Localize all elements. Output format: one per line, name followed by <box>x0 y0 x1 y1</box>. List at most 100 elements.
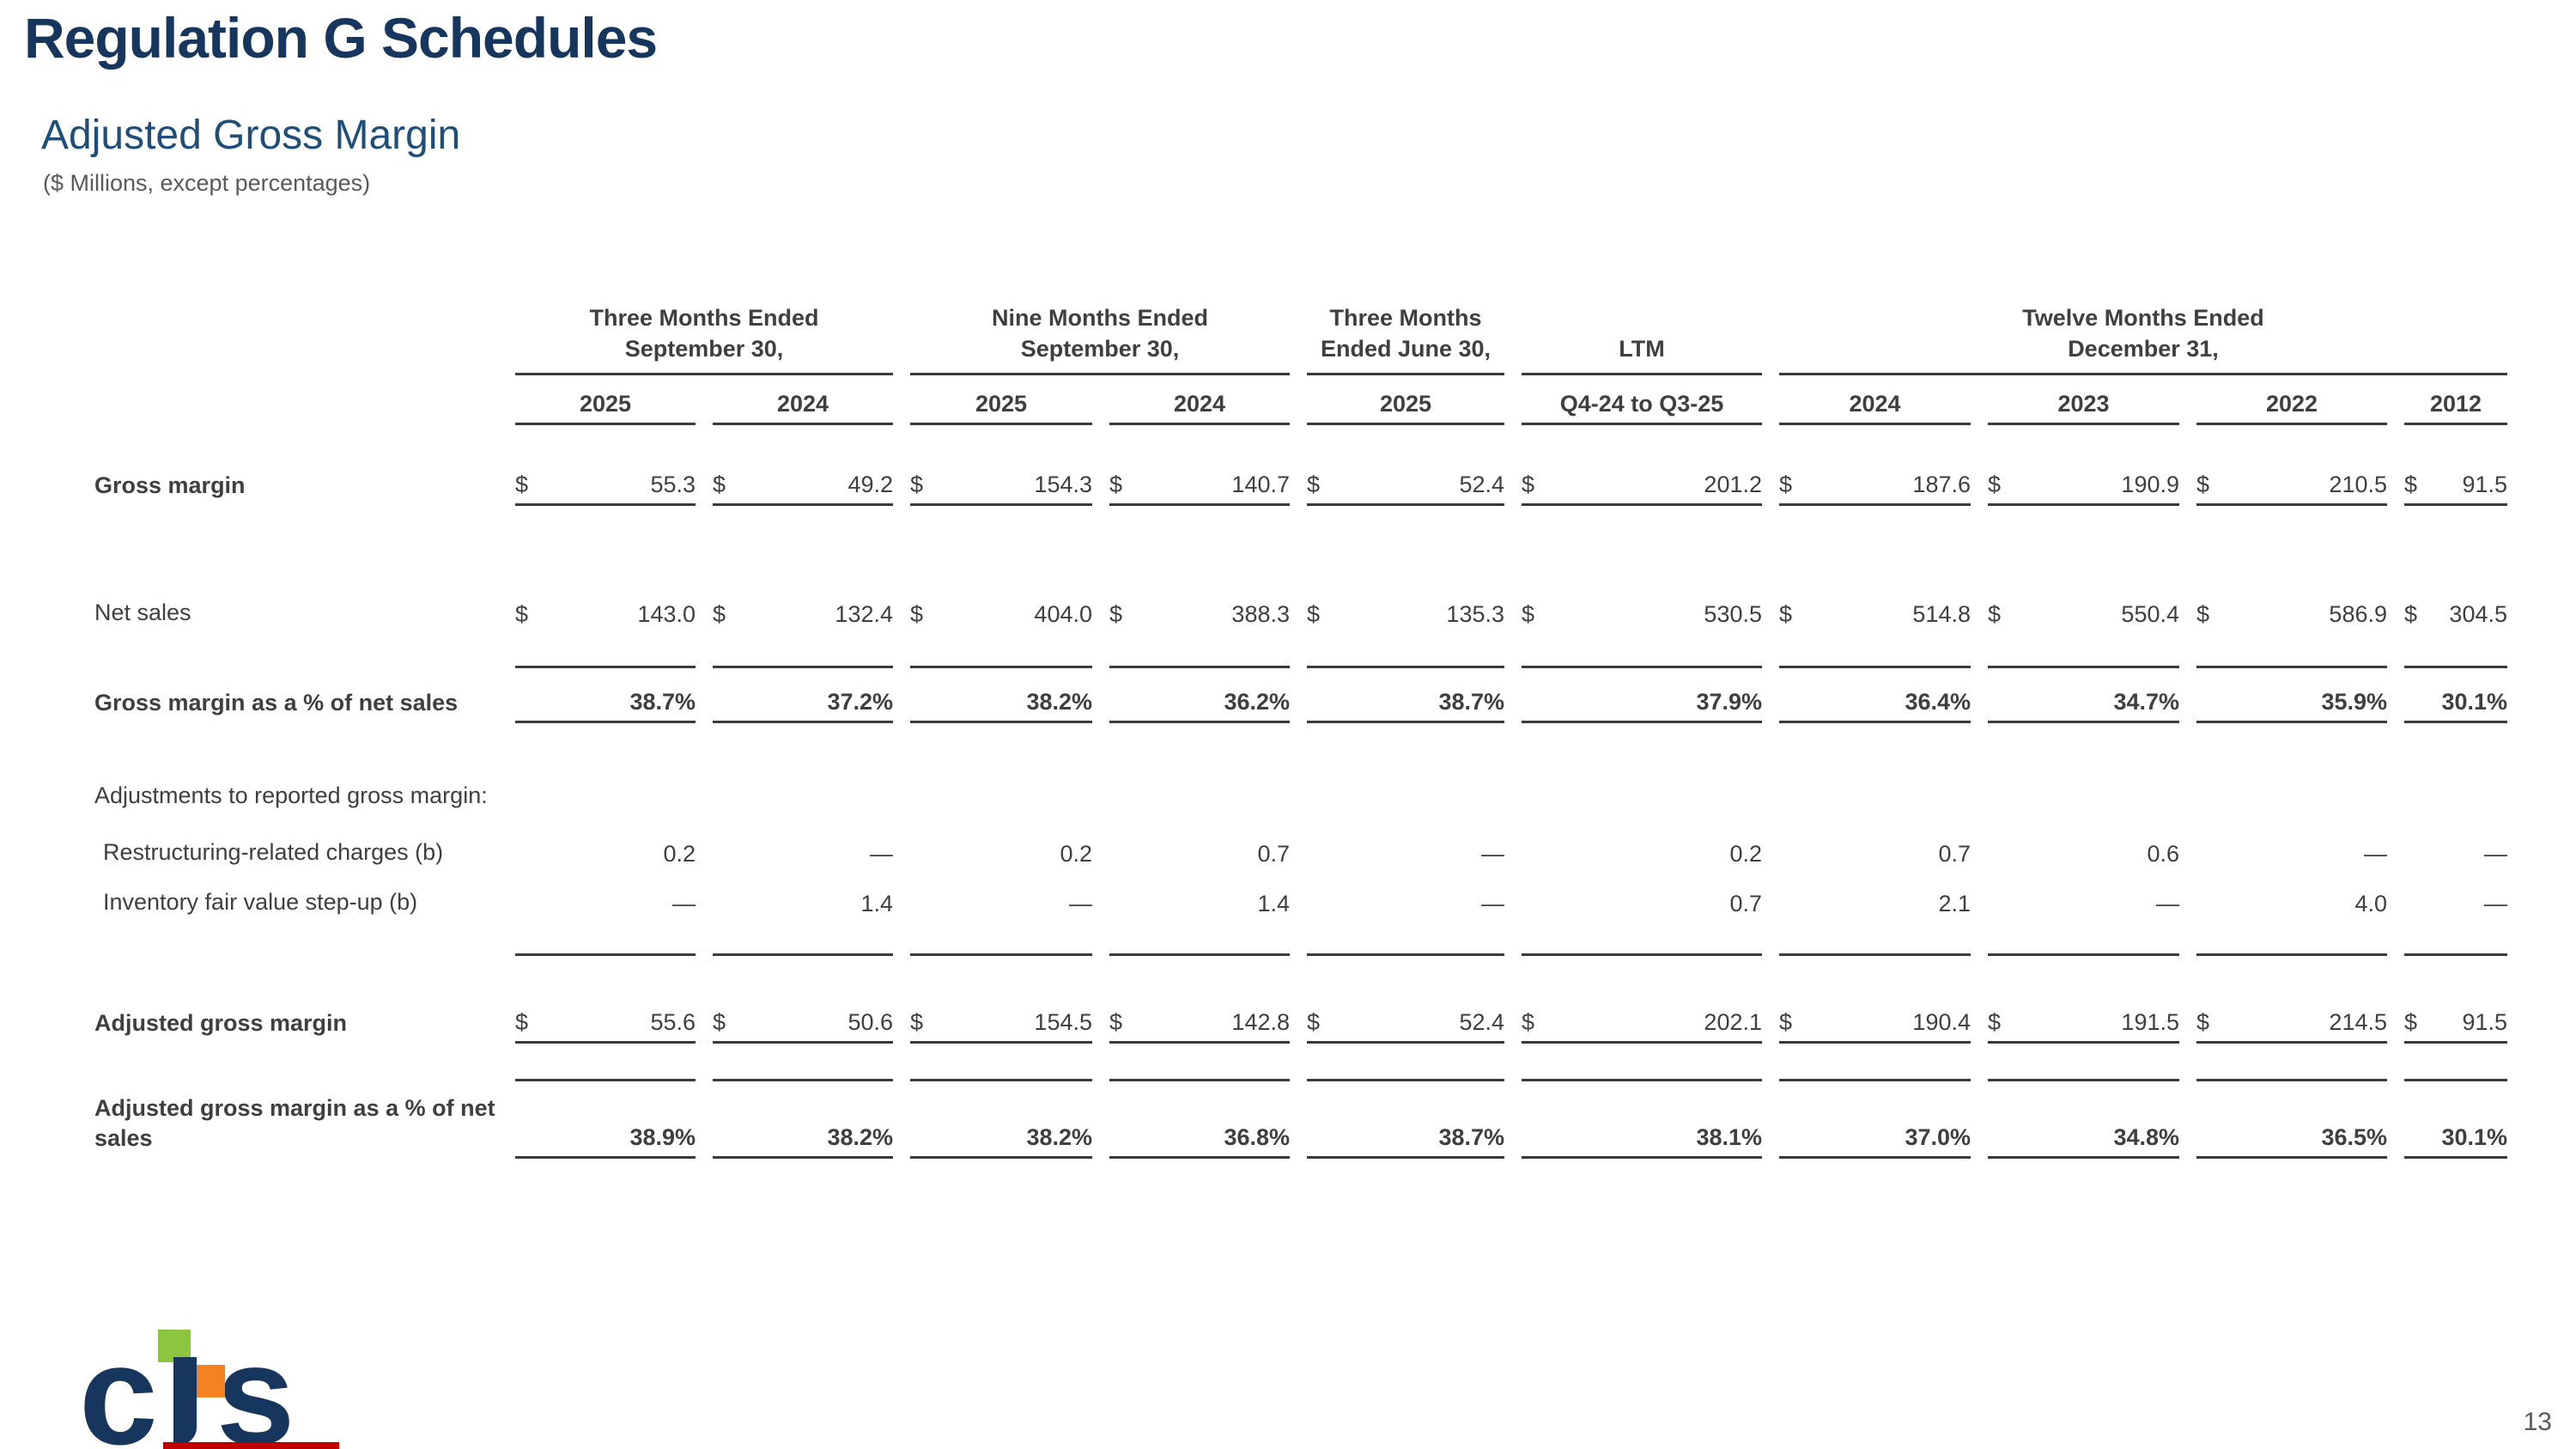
cell-value: 191.5 <box>2121 1008 2179 1035</box>
cell-value: — <box>1481 840 1504 867</box>
dollar-sign: $ <box>515 1008 529 1035</box>
cell-value: 52.4 <box>1459 1008 1504 1035</box>
value-cell: $55.6 <box>507 1009 704 1044</box>
value-cell: $550.4 <box>1979 601 2188 633</box>
cell-value: 36.4% <box>1905 688 1971 715</box>
value-cell: 0.7 <box>1771 841 1979 873</box>
group-header-0: Three Months Ended September 30, <box>507 302 902 375</box>
rule-cell <box>1979 953 2188 956</box>
year-header: 2025 <box>1298 391 1513 425</box>
row-adjustments-header: Adjustments to reported gross margin: <box>86 778 2524 816</box>
year-header: Q4-24 to Q3-25 <box>1513 391 1771 425</box>
value-cell: $55.3 <box>507 472 704 506</box>
cell-value: 91.5 <box>2462 1008 2507 1035</box>
cell-value: 37.0% <box>1905 1124 1971 1151</box>
cell-value: 0.6 <box>2147 840 2179 867</box>
cell-value: — <box>870 840 893 867</box>
year-header: 2023 <box>1979 391 2188 425</box>
value-cell: — <box>1298 841 1513 873</box>
value-cell: 30.1% <box>2396 1124 2516 1160</box>
value-cell: 1.4 <box>1101 891 1298 922</box>
cell-value: 214.5 <box>2329 1008 2387 1035</box>
cell-value: 550.4 <box>2121 600 2179 627</box>
value-cell: 34.8% <box>1979 1124 2188 1160</box>
value-cell: $514.8 <box>1771 601 1979 633</box>
cell-value: 0.7 <box>1257 840 1290 867</box>
cell-value: 38.2% <box>827 1124 893 1151</box>
group-header-1: Nine Months Ended September 30, <box>902 302 1298 375</box>
value-cell: 38.9% <box>507 1124 704 1160</box>
value-cell: — <box>1298 891 1513 922</box>
year-header: 2012 <box>2396 391 2516 425</box>
rule-cell <box>1298 1078 1513 1081</box>
page-number: 13 <box>2523 1408 2552 1436</box>
value-cell: $154.5 <box>902 1009 1101 1044</box>
rule-cell <box>2396 953 2516 956</box>
value-cell: — <box>2188 841 2396 873</box>
cell-value: — <box>1069 890 1092 916</box>
cell-value: 38.2% <box>1026 688 1092 715</box>
dollar-sign: $ <box>1109 600 1123 627</box>
dollar-sign: $ <box>2196 600 2210 627</box>
row-label: Gross margin <box>94 472 246 498</box>
value-cell: $191.5 <box>1979 1009 2188 1044</box>
value-cell: $49.2 <box>704 472 902 506</box>
row-gross-margin: Gross margin $55.3 $49.2 $154.3 $140.7 $52.4 $… <box>86 461 2524 506</box>
rule-cell <box>2188 665 2396 668</box>
cell-value: 2.1 <box>1938 890 1971 916</box>
cell-value: 4.0 <box>2354 890 2387 916</box>
cell-value: 38.1% <box>1696 1124 1762 1151</box>
group-header-line: December 31, <box>2068 336 2219 362</box>
rule-cell <box>1771 953 1979 956</box>
row-label <box>86 1076 507 1081</box>
year-header: 2024 <box>1101 391 1298 425</box>
dollar-sign: $ <box>2404 1008 2418 1035</box>
rule-cell <box>704 1078 902 1081</box>
cell-value: 142.8 <box>1231 1008 1290 1035</box>
dollar-sign: $ <box>1779 1008 1793 1035</box>
rule-cell <box>507 665 704 668</box>
value-cell: $135.3 <box>1298 601 1513 633</box>
cell-value: 143.0 <box>637 600 696 627</box>
value-cell: $154.3 <box>902 472 1101 506</box>
value-cell: 37.0% <box>1771 1124 1979 1160</box>
rule-cell <box>1101 665 1298 668</box>
cell-value: — <box>2484 840 2507 867</box>
value-cell: 0.6 <box>1979 841 2188 873</box>
cell-value: — <box>2484 890 2507 916</box>
rule-cell <box>704 953 902 956</box>
value-cell: $586.9 <box>2188 601 2396 633</box>
dollar-sign: $ <box>1522 471 1535 497</box>
group-header-line: Twelve Months Ended <box>2022 305 2264 331</box>
logo-t-mark <box>157 1330 225 1446</box>
cell-value: 304.5 <box>2449 600 2507 627</box>
row-lines-2 <box>86 951 2524 956</box>
value-cell: 0.2 <box>507 841 704 873</box>
dollar-sign: $ <box>713 1008 726 1035</box>
value-cell: 0.2 <box>902 841 1101 873</box>
row-label: Adjusted gross margin <box>94 1009 348 1036</box>
cell-value: 91.5 <box>2462 471 2507 497</box>
dollar-sign: $ <box>515 600 529 627</box>
adjusted-gross-margin-table: Three Months Ended September 30, Nine Mont… <box>86 302 2524 1160</box>
cell-value: — <box>1481 890 1504 916</box>
value-cell: 30.1% <box>2396 689 2516 723</box>
dollar-sign: $ <box>1779 600 1793 627</box>
logo-orange-square <box>191 1365 225 1397</box>
rule-cell <box>902 1078 1101 1081</box>
row-adjusted-gross-margin: Adjusted gross margin $55.6 $50.6 $154.5 $14… <box>86 999 2524 1044</box>
value-cell: 36.5% <box>2188 1124 2396 1160</box>
value-cell: $132.4 <box>704 601 902 633</box>
dollar-sign: $ <box>1522 1008 1535 1035</box>
value-cell: $91.5 <box>2396 472 2516 506</box>
group-header-spacer <box>86 370 507 375</box>
dollar-sign: $ <box>1779 471 1793 497</box>
rule-cell <box>902 953 1101 956</box>
dollar-sign: $ <box>2196 1008 2210 1035</box>
table-years-row: 2025 2024 2025 2024 2025 Q4-24 to Q3-25 2024 20… <box>86 375 2524 425</box>
cell-value: 34.7% <box>2113 688 2179 715</box>
row-adjusted-gross-margin-pct: Adjusted gross margin as a % of net sale… <box>86 1093 2524 1160</box>
cell-value: 35.9% <box>2321 688 2387 715</box>
rule-cell <box>704 665 902 668</box>
value-cell: 38.2% <box>704 1124 902 1160</box>
